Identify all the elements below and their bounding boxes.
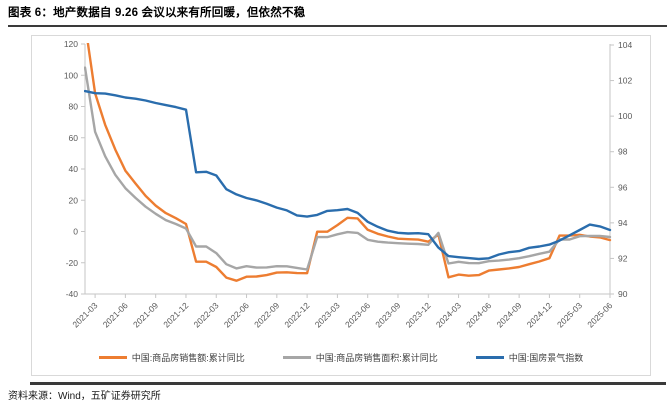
right-axis-tick-label: 98 xyxy=(618,147,628,157)
x-axis-tick-label: 2023-03 xyxy=(313,300,342,329)
legend-label: 中国:国房景气指数 xyxy=(508,353,584,363)
source-note: 资料来源：Wind，五矿证券研究所 xyxy=(8,391,161,402)
right-axis-tick-label: 104 xyxy=(618,40,632,50)
x-axis-tick-label: 2022-06 xyxy=(222,300,251,329)
left-axis-tick-label: 80 xyxy=(69,102,79,112)
x-axis-tick-label: 2022-03 xyxy=(192,300,221,329)
x-axis-tick-label: 2021-12 xyxy=(161,300,190,329)
series-line-2 xyxy=(84,89,612,261)
left-axis-tick-label: 100 xyxy=(64,70,78,80)
series-lines xyxy=(84,43,612,282)
legend-item: 中国:商品房销售额:累计同比 xyxy=(98,351,245,364)
right-axis-tick-label: 100 xyxy=(618,111,632,121)
x-axis-tick-label: 2024-03 xyxy=(434,300,463,329)
x-axis-tick-label: 2024-12 xyxy=(525,300,554,329)
x-axis-tick-label: 2023-06 xyxy=(343,300,372,329)
right-axis-tick-label: 90 xyxy=(618,289,628,299)
axes: 120 100 80 60 40 20 0 -20 -40 104 102 100 98 96 94 92 90… xyxy=(64,39,633,329)
left-axis-tick-label: 0 xyxy=(73,227,78,237)
legend-label: 中国:商品房销售面积:累计同比 xyxy=(315,353,438,363)
legend-line-swatch xyxy=(282,356,311,359)
legend-label: 中国:商品房销售额:累计同比 xyxy=(131,353,245,363)
legend-item: 中国:商品房销售面积:累计同比 xyxy=(282,351,438,364)
page-title: 图表 6：地产数据自 9.26 会议以来有所回暖，但依然不稳 xyxy=(8,7,306,19)
legend-item: 中国:国房景气指数 xyxy=(475,351,584,364)
right-axis-tick-label: 94 xyxy=(618,218,628,228)
right-axis-tick-label: 96 xyxy=(618,182,628,192)
x-axis-tick-label: 2021-09 xyxy=(131,300,160,329)
left-axis-tick-label: -20 xyxy=(66,258,79,268)
x-axis-tick-label: 2022-12 xyxy=(282,300,311,329)
x-axis-tick-label: 2025-03 xyxy=(555,300,584,329)
legend-line-swatch xyxy=(98,356,127,359)
x-axis-tick-label: 2024-09 xyxy=(494,300,523,329)
x-axis-tick-label: 2021-03 xyxy=(70,300,99,329)
title-divider xyxy=(8,25,667,27)
legend-line-swatch xyxy=(475,356,504,359)
right-axis-tick-label: 102 xyxy=(618,76,632,86)
left-axis-tick-label: 40 xyxy=(69,164,79,174)
x-axis-tick-label: 2025-06 xyxy=(585,300,614,329)
left-axis-tick-label: 120 xyxy=(64,39,78,49)
series-line-1 xyxy=(84,66,612,271)
x-axis-tick-label: 2021-06 xyxy=(101,300,130,329)
chart-frame xyxy=(31,35,651,376)
chart-legend: 中国:商品房销售额:累计同比 中国:商品房销售面积:累计同比 中国:国房景气指数 xyxy=(36,351,646,364)
right-axis-tick-label: 92 xyxy=(618,253,628,263)
left-axis-tick-label: -40 xyxy=(66,289,79,299)
x-axis-tick-label: 2023-12 xyxy=(404,300,433,329)
x-axis-tick-label: 2024-06 xyxy=(464,300,493,329)
left-axis-tick-label: 20 xyxy=(69,195,79,205)
x-axis-tick-label: 2022-09 xyxy=(252,300,281,329)
left-axis-tick-label: 60 xyxy=(69,133,79,143)
x-axis-tick-label: 2023-09 xyxy=(373,300,402,329)
figure-bottom-rule xyxy=(30,382,666,385)
series-line-0 xyxy=(86,43,612,282)
